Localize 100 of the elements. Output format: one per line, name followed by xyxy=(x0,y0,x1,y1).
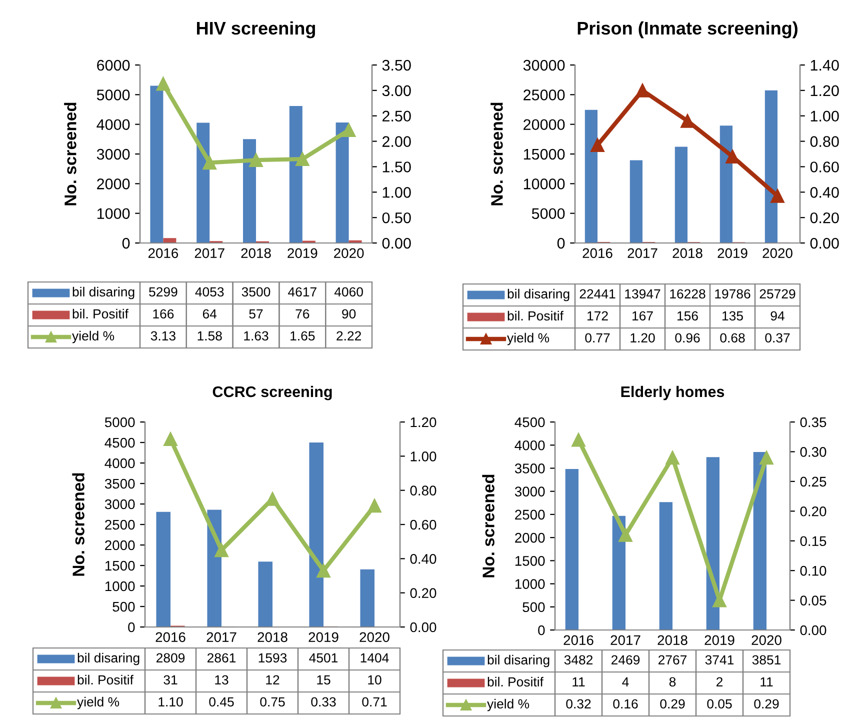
data-label: 0.33 xyxy=(311,697,336,707)
y2-tick-label: 3.00 xyxy=(382,85,411,96)
data-label: 1.65 xyxy=(290,331,315,341)
y2-tick-label: 0.00 xyxy=(382,238,411,249)
data-label: 1404 xyxy=(360,653,389,663)
data-label: 135 xyxy=(722,311,743,321)
data-label: 2767 xyxy=(658,655,687,665)
y2-tick-label: 0.80 xyxy=(410,486,436,496)
y-tick-label: 2000 xyxy=(97,178,130,190)
data-label: 0.77 xyxy=(585,333,610,343)
y-tick-label: 3500 xyxy=(514,464,545,474)
data-label: 0.16 xyxy=(613,699,638,709)
y-axis-title: No. screened xyxy=(72,473,84,576)
data-label: 15 xyxy=(317,675,330,685)
data-label: 57 xyxy=(249,309,263,319)
legend-label: bil. Positif xyxy=(78,674,134,685)
data-label: 2861 xyxy=(207,653,236,663)
y2-tick-label: 0.15 xyxy=(800,536,826,546)
data-label: 11 xyxy=(760,677,773,686)
data-label: 0.45 xyxy=(209,697,234,707)
y-tick-label: 1500 xyxy=(515,556,545,566)
y-tick-label: 0 xyxy=(122,238,130,249)
y-tick-label: 500 xyxy=(522,602,545,612)
y2-tick-label: 0.00 xyxy=(410,622,436,632)
data-label: 0.29 xyxy=(660,699,685,709)
data-label: 3.13 xyxy=(150,331,176,341)
y-axis-title: No. screened xyxy=(482,474,494,578)
x-tick-label: 2020 xyxy=(762,248,792,258)
y-tick-label: 5000 xyxy=(96,90,130,100)
legend-label: bil disaring xyxy=(72,286,134,300)
x-tick-label: 2020 xyxy=(360,632,390,642)
data-label: 0.75 xyxy=(260,697,285,707)
y2-tick-label: 1.50 xyxy=(382,162,411,172)
y2-tick-label: 1.20 xyxy=(810,85,839,96)
y-tick-label: 15000 xyxy=(524,148,565,160)
x-tick-label: 2016 xyxy=(148,248,178,258)
y-tick-label: 3000 xyxy=(514,486,545,497)
legend-label: bil. Positif xyxy=(488,676,544,687)
data-label: 4501 xyxy=(309,653,338,663)
y2-tick-label: 0.20 xyxy=(800,506,826,516)
y-axis-title: No. screened xyxy=(64,102,76,206)
data-label: 167 xyxy=(632,311,653,321)
y2-tick-label: 2.00 xyxy=(382,136,411,147)
y-tick-label: 3500 xyxy=(104,478,135,489)
y2-tick-label: 0.80 xyxy=(810,136,839,147)
y-tick-label: 5000 xyxy=(532,208,565,220)
data-label: 3851 xyxy=(752,655,781,665)
y2-tick-label: 0.25 xyxy=(800,476,826,487)
data-label: 166 xyxy=(153,309,174,319)
data-label: 13947 xyxy=(625,289,660,299)
y2-tick-label: 1.00 xyxy=(410,452,436,462)
y-axis-title: No. screened xyxy=(490,102,503,206)
y-tick-label: 4500 xyxy=(514,417,545,428)
data-label: 13 xyxy=(215,675,228,685)
x-tick-label: 2019 xyxy=(718,248,748,258)
y-tick-label: 25000 xyxy=(524,90,565,100)
y2-tick-label: 0.60 xyxy=(810,162,839,172)
data-label: 5299 xyxy=(149,287,178,297)
data-label: 1.10 xyxy=(158,697,183,707)
y-tick-label: 1500 xyxy=(105,560,135,571)
x-tick-label: 2018 xyxy=(258,632,288,642)
x-tick-label: 2018 xyxy=(658,635,688,646)
y-tick-label: 1000 xyxy=(515,579,545,589)
y2-tick-label: 1.20 xyxy=(410,417,436,428)
data-label: 1593 xyxy=(258,653,287,663)
y2-tick-label: 0.05 xyxy=(800,596,826,606)
data-label: 76 xyxy=(296,309,310,319)
x-tick-label: 2020 xyxy=(752,635,782,646)
y-tick-label: 6000 xyxy=(97,60,130,71)
x-tick-label: 2017 xyxy=(194,248,224,258)
chart-title: CCRC screening xyxy=(212,386,332,400)
legend-label: bil disaring xyxy=(508,288,570,302)
y-tick-label: 1000 xyxy=(105,581,135,592)
y-tick-label: 5000 xyxy=(104,417,135,428)
y2-tick-label: 0.20 xyxy=(810,212,839,224)
data-label: 19786 xyxy=(715,289,750,299)
y-tick-label: 500 xyxy=(112,602,135,612)
y2-tick-label: 2.50 xyxy=(382,110,411,122)
data-label: 2809 xyxy=(156,653,185,663)
y-tick-label: 2000 xyxy=(105,540,135,550)
data-label: 156 xyxy=(678,311,698,321)
y2-tick-label: 0.00 xyxy=(810,238,839,249)
y2-tick-label: 0.60 xyxy=(410,520,436,530)
y-tick-label: 20000 xyxy=(524,119,565,130)
data-label: 16228 xyxy=(670,289,706,299)
data-label: 8 xyxy=(669,677,676,687)
data-label: 0.37 xyxy=(765,333,790,343)
y2-tick-label: 0.40 xyxy=(810,187,839,198)
data-label: 0.32 xyxy=(566,699,591,709)
data-label: 3741 xyxy=(705,655,734,665)
data-label: 90 xyxy=(342,309,356,319)
y-tick-label: 4000 xyxy=(514,440,545,450)
x-tick-label: 2016 xyxy=(582,248,612,258)
data-label: 172 xyxy=(588,311,608,320)
y2-tick-label: 0.30 xyxy=(800,447,826,457)
legend-label: bil. Positif xyxy=(72,308,128,319)
x-tick-label: 2017 xyxy=(206,632,236,642)
data-label: 2469 xyxy=(611,655,640,665)
chart-title: Elderly homes xyxy=(621,386,724,400)
data-label: 0.05 xyxy=(707,699,732,709)
